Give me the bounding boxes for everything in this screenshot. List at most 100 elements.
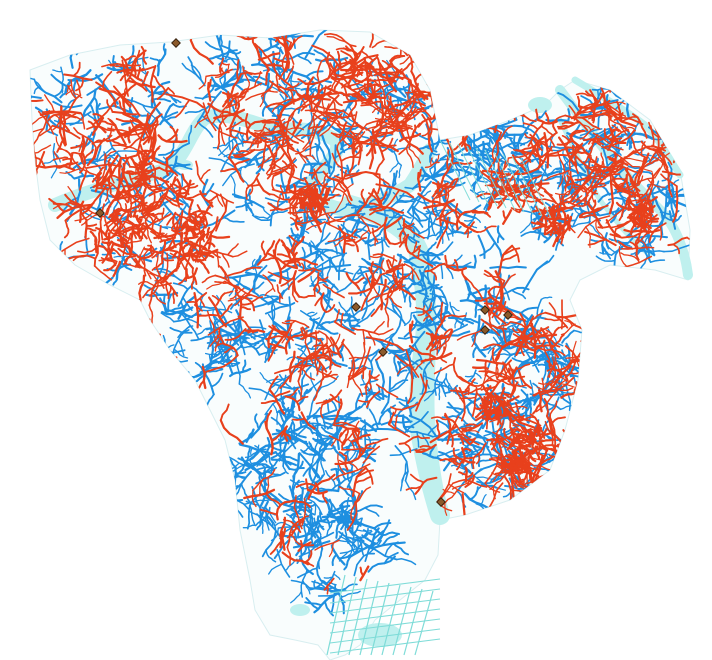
blue-channel [404, 185, 427, 190]
blue-channel [315, 561, 339, 591]
blue-channel [33, 86, 40, 95]
blue-channel [567, 108, 571, 122]
red-channel [348, 136, 355, 174]
blue-channel [316, 212, 334, 249]
red-channel [471, 211, 489, 215]
blue-channel [66, 98, 76, 108]
blue-channel [161, 306, 194, 316]
blue-channel [408, 277, 426, 287]
red-channel [107, 157, 114, 175]
blue-channel [323, 441, 334, 446]
red-channel [371, 15, 388, 22]
blue-channel [396, 397, 408, 402]
blue-channel [656, 85, 672, 101]
blue-channel [315, 263, 352, 272]
south-river [340, 195, 450, 525]
red-channel [152, 212, 172, 224]
red-channel [85, 227, 97, 232]
red-channel [97, 153, 106, 183]
blue-channel [606, 242, 616, 253]
blue-channel [151, 95, 174, 128]
red-channel [302, 154, 315, 160]
blue-channel [348, 450, 357, 462]
blue-channel [159, 192, 166, 205]
blue-channel [310, 372, 319, 394]
red-channel [107, 117, 123, 136]
blue-channel [250, 412, 269, 439]
red-channel [62, 94, 82, 118]
red-channel [589, 442, 594, 464]
blue-channel [486, 136, 492, 152]
blue-channel [313, 592, 339, 614]
blue-channel [579, 128, 603, 137]
blue-channel [476, 190, 485, 195]
red-channel [284, 30, 300, 43]
blue-channel [265, 514, 277, 532]
red-channel [112, 144, 141, 153]
blue-channel [349, 308, 376, 333]
red-channel [348, 356, 368, 360]
blue-channel [336, 268, 346, 272]
blue-channel [261, 295, 279, 300]
red-channel [107, 30, 122, 34]
red-channel [123, 135, 143, 150]
blue-channel [112, 55, 115, 71]
red-channel [309, 123, 319, 157]
red-channel [210, 111, 224, 125]
red-channel [95, 187, 109, 191]
blue-channel [117, 150, 139, 153]
red-channel [30, 144, 52, 157]
red-channel [399, 30, 402, 58]
red-channel [209, 234, 231, 239]
blue-channel [405, 429, 434, 438]
blue-channel [451, 265, 476, 269]
blue-channel [427, 241, 454, 265]
blue-channel [221, 346, 235, 353]
blue-channel [353, 272, 364, 281]
blue-channel [251, 214, 272, 221]
blue-channel [259, 493, 268, 517]
red-channel [236, 34, 258, 41]
blue-channel [177, 295, 196, 320]
blue-channel [30, 76, 36, 81]
blue-channel [466, 369, 477, 384]
blue-channel [138, 114, 152, 117]
blue-channel [259, 294, 274, 301]
red-channel [136, 66, 141, 80]
red-channel [331, 177, 342, 194]
blue-channel [352, 224, 368, 234]
red-channel [306, 76, 315, 99]
blue-channel [672, 214, 682, 224]
red-channel [363, 30, 374, 31]
blue-channel [557, 466, 568, 480]
blue-channel [264, 489, 297, 509]
blue-channel [371, 392, 381, 401]
red-channel [188, 184, 199, 189]
red-channel [165, 93, 205, 109]
blue-channel [381, 533, 398, 547]
red-channel [197, 313, 219, 317]
blue-channel [408, 414, 438, 438]
red-channel [140, 215, 158, 242]
blue-channel [367, 539, 382, 555]
red-channel [81, 137, 89, 155]
red-channel [152, 164, 158, 189]
red-channel [70, 141, 86, 150]
red-channel [150, 157, 175, 173]
red-channel [272, 163, 305, 182]
blue-channel [437, 97, 450, 109]
red-channel [299, 211, 336, 225]
blue-channel [599, 251, 613, 256]
blue-channel [199, 450, 219, 460]
blue-channel [416, 431, 420, 448]
blue-channel [364, 530, 385, 562]
red-channel [578, 460, 596, 473]
blue-channel [212, 309, 219, 327]
blue-channel [411, 253, 444, 259]
red-channel [148, 304, 154, 324]
red-channel [108, 125, 113, 139]
blue-channel [444, 199, 477, 219]
red-channel [652, 101, 662, 120]
blue-channel [664, 179, 680, 190]
red-channel [444, 314, 467, 318]
